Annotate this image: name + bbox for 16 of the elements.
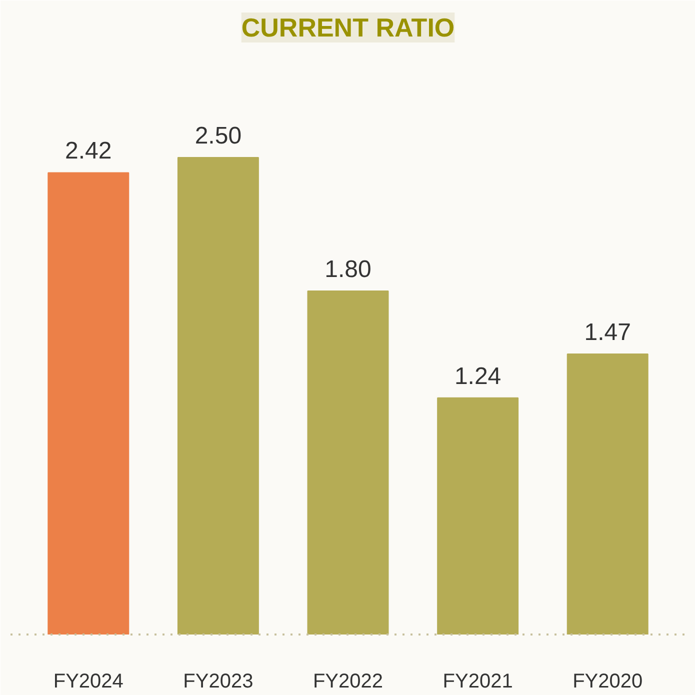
data-label: 1.47 xyxy=(584,318,631,346)
bar xyxy=(307,290,389,634)
x-tick-label: FY2024 xyxy=(53,670,124,692)
chart-title: CURRENT RATIO xyxy=(241,12,455,42)
bar xyxy=(177,156,259,634)
x-tick-label: FY2023 xyxy=(183,670,254,692)
data-label: 1.80 xyxy=(324,256,372,284)
x-tick-label: FY2020 xyxy=(572,670,643,692)
x-tick-label: FY2021 xyxy=(442,670,513,692)
bar xyxy=(566,353,648,634)
data-label: 2.50 xyxy=(194,122,242,150)
data-label: 1.24 xyxy=(454,362,502,390)
bar xyxy=(437,397,519,634)
data-label: 2.42 xyxy=(65,138,112,165)
x-tick-label: FY2022 xyxy=(312,670,384,692)
bar xyxy=(48,172,130,634)
